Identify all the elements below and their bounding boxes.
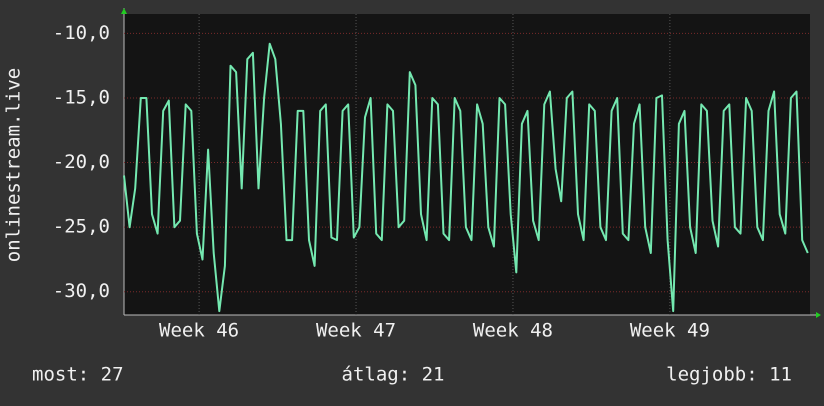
y-tick-label: -15,0	[53, 86, 110, 108]
plot-area	[124, 14, 810, 315]
x-tick-label: Week 47	[316, 320, 396, 342]
y-arrow	[121, 8, 127, 14]
y-tick-label: -20,0	[53, 151, 110, 173]
stat-best: legjobb: 11	[666, 364, 792, 386]
y-axis-label: onlinestream.live	[3, 68, 25, 262]
stat-average: átlag: 21	[342, 364, 445, 386]
x-tick-label: Week 48	[473, 320, 553, 342]
y-tick-label: -10,0	[53, 22, 110, 44]
x-tick-label: Week 46	[159, 320, 239, 342]
x-tick-label: Week 49	[630, 320, 710, 342]
y-tick-label: -25,0	[53, 216, 110, 238]
stat-current: most: 27	[32, 364, 124, 386]
y-tick-label: -30,0	[53, 280, 110, 302]
data-line	[123, 42, 809, 313]
x-arrow	[816, 312, 821, 318]
